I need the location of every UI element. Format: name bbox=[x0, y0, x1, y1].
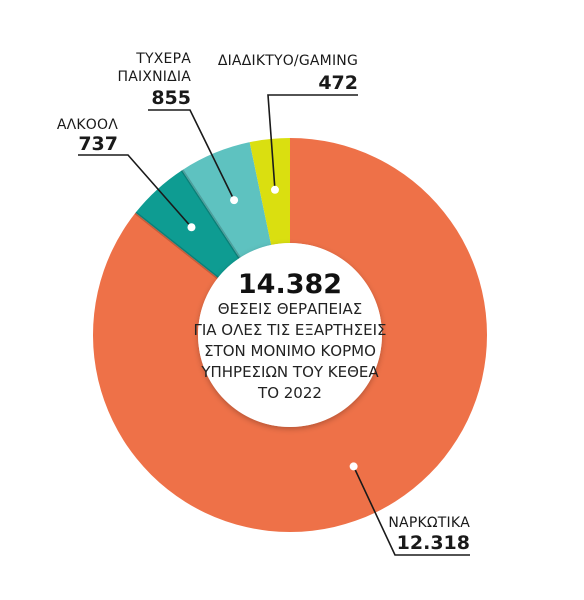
label-drugs-name: ΝΑΡΚΩΤΙΚΑ bbox=[388, 515, 470, 531]
leader-dot-drugs bbox=[349, 462, 358, 471]
label-alcohol-value: 737 bbox=[78, 133, 118, 155]
center-total: 14.382 bbox=[238, 269, 342, 300]
slice-edge-alcohol bbox=[134, 211, 219, 280]
label-gambling-value: 855 bbox=[151, 87, 191, 109]
leader-line-drugs bbox=[352, 466, 470, 556]
center-line-2: ΓΙΑ ΟΛΕΣ ΤΙΣ ΕΞΑΡΤΗΣΕΙΣ bbox=[194, 321, 387, 339]
slice-gambling bbox=[182, 142, 272, 259]
center-line-5: ΤΟ 2022 bbox=[257, 384, 322, 402]
label-internet-name: ΔΙΑΔΙΚΤΥΟ/GAMING bbox=[218, 53, 358, 69]
leader-line-alcohol bbox=[78, 154, 193, 228]
label-internet-value: 472 bbox=[318, 72, 358, 94]
slice-internet bbox=[249, 138, 290, 245]
leader-dot-alcohol bbox=[187, 223, 196, 232]
center-line-4: ΥΠΗΡΕΣΙΩΝ ΤΟΥ ΚΕΘΕΑ bbox=[200, 363, 379, 381]
center-line-3: ΣΤΟΝ ΜΟΝΙΜΟ ΚΟΡΜΟ bbox=[204, 342, 376, 360]
label-gambling-name-line1: ΤΥΧΕΡΑ bbox=[135, 51, 191, 67]
leader-line-gambling bbox=[148, 109, 235, 201]
slice-drugs bbox=[93, 138, 488, 533]
leader-lines-group bbox=[78, 94, 470, 556]
slices-group bbox=[93, 138, 488, 533]
label-gambling-name-line2: ΠΑΙΧΝΙΔΙΑ bbox=[117, 69, 191, 85]
donut-hole bbox=[198, 243, 382, 427]
label-alcohol-name: ΑΛΚΟΟΛ bbox=[57, 117, 118, 133]
leader-dot-gambling bbox=[230, 196, 239, 205]
center-line-1: ΘΕΣΕΙΣ ΘΕΡΑΠΕΙΑΣ bbox=[218, 300, 362, 318]
slice-edge-gambling bbox=[180, 169, 241, 259]
slice-alcohol bbox=[135, 170, 240, 278]
label-drugs-value: 12.318 bbox=[397, 532, 470, 554]
leader-line-internet bbox=[267, 94, 358, 190]
leader-dot-internet bbox=[270, 185, 279, 194]
